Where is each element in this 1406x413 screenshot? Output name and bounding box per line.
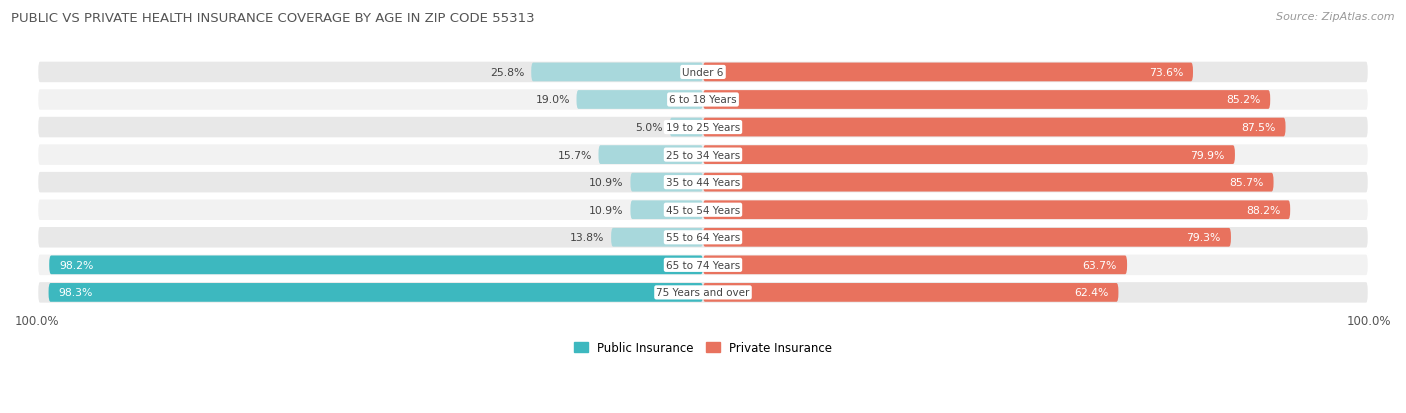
Text: 25 to 34 Years: 25 to 34 Years [666, 150, 740, 160]
Text: 75 Years and over: 75 Years and over [657, 288, 749, 298]
FancyBboxPatch shape [599, 146, 703, 164]
FancyBboxPatch shape [630, 201, 703, 220]
FancyBboxPatch shape [37, 144, 1369, 166]
Text: 85.7%: 85.7% [1229, 178, 1264, 188]
Text: Source: ZipAtlas.com: Source: ZipAtlas.com [1277, 12, 1395, 22]
FancyBboxPatch shape [37, 89, 1369, 112]
Text: 79.9%: 79.9% [1191, 150, 1225, 160]
Text: 45 to 54 Years: 45 to 54 Years [666, 205, 740, 215]
FancyBboxPatch shape [703, 228, 1230, 247]
FancyBboxPatch shape [703, 146, 1234, 164]
FancyBboxPatch shape [703, 283, 1118, 302]
Text: 65 to 74 Years: 65 to 74 Years [666, 260, 740, 270]
Text: 13.8%: 13.8% [569, 233, 605, 243]
Text: 10.9%: 10.9% [589, 178, 624, 188]
Legend: Public Insurance, Private Insurance: Public Insurance, Private Insurance [569, 337, 837, 359]
Text: 5.0%: 5.0% [636, 123, 664, 133]
FancyBboxPatch shape [37, 254, 1369, 276]
Text: 79.3%: 79.3% [1187, 233, 1220, 243]
FancyBboxPatch shape [703, 173, 1274, 192]
Text: 73.6%: 73.6% [1149, 68, 1182, 78]
Text: 19 to 25 Years: 19 to 25 Years [666, 123, 740, 133]
Text: 19.0%: 19.0% [536, 95, 569, 105]
Text: 88.2%: 88.2% [1246, 205, 1281, 215]
FancyBboxPatch shape [612, 228, 703, 247]
Text: 98.3%: 98.3% [59, 288, 93, 298]
FancyBboxPatch shape [37, 171, 1369, 194]
FancyBboxPatch shape [703, 119, 1285, 137]
FancyBboxPatch shape [37, 62, 1369, 84]
FancyBboxPatch shape [49, 256, 703, 275]
FancyBboxPatch shape [37, 226, 1369, 249]
Text: 85.2%: 85.2% [1226, 95, 1260, 105]
FancyBboxPatch shape [703, 201, 1291, 220]
Text: 98.2%: 98.2% [59, 260, 94, 270]
FancyBboxPatch shape [576, 91, 703, 109]
Text: 62.4%: 62.4% [1074, 288, 1108, 298]
Text: 55 to 64 Years: 55 to 64 Years [666, 233, 740, 243]
FancyBboxPatch shape [703, 256, 1128, 275]
Text: 35 to 44 Years: 35 to 44 Years [666, 178, 740, 188]
Text: 87.5%: 87.5% [1241, 123, 1275, 133]
FancyBboxPatch shape [703, 64, 1194, 82]
FancyBboxPatch shape [49, 283, 703, 302]
Text: PUBLIC VS PRIVATE HEALTH INSURANCE COVERAGE BY AGE IN ZIP CODE 55313: PUBLIC VS PRIVATE HEALTH INSURANCE COVER… [11, 12, 534, 25]
FancyBboxPatch shape [531, 64, 703, 82]
Text: 15.7%: 15.7% [557, 150, 592, 160]
Text: 10.9%: 10.9% [589, 205, 624, 215]
Text: 63.7%: 63.7% [1083, 260, 1118, 270]
FancyBboxPatch shape [669, 119, 703, 137]
Text: 6 to 18 Years: 6 to 18 Years [669, 95, 737, 105]
Text: 25.8%: 25.8% [491, 68, 524, 78]
FancyBboxPatch shape [703, 91, 1270, 109]
Text: Under 6: Under 6 [682, 68, 724, 78]
FancyBboxPatch shape [37, 281, 1369, 304]
FancyBboxPatch shape [37, 116, 1369, 139]
FancyBboxPatch shape [630, 173, 703, 192]
FancyBboxPatch shape [37, 199, 1369, 221]
